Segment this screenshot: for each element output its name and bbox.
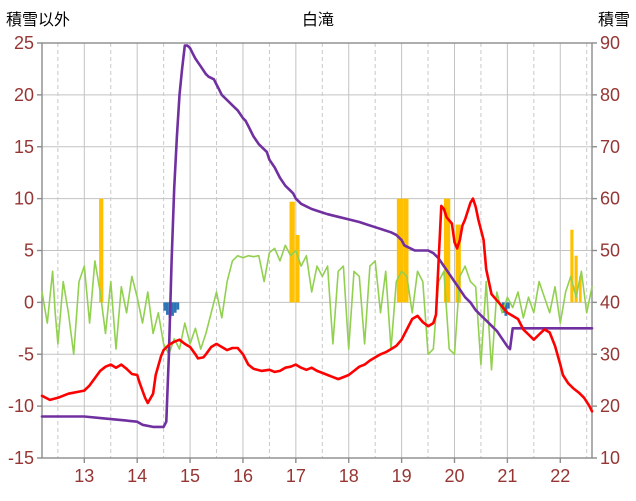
tick-label: 60 bbox=[600, 189, 620, 209]
orange-bars bbox=[396, 198, 404, 303]
orange-bars bbox=[579, 276, 582, 303]
blue-bars bbox=[163, 302, 167, 311]
orange-bars bbox=[443, 198, 451, 303]
orange-bars bbox=[295, 234, 300, 303]
tick-label: 15 bbox=[180, 466, 200, 486]
tick-label: 50 bbox=[600, 241, 620, 261]
purple-line bbox=[40, 44, 594, 429]
orange-bars bbox=[99, 198, 104, 303]
tick-label: -15 bbox=[8, 448, 34, 468]
tick-label: 20 bbox=[600, 396, 620, 416]
tick-label: 22 bbox=[550, 466, 570, 486]
tick-label: -10 bbox=[8, 396, 34, 416]
tick-label: 18 bbox=[339, 466, 359, 486]
tick-label: 20 bbox=[14, 85, 34, 105]
tick-label: 25 bbox=[14, 33, 34, 53]
blue-bars bbox=[173, 302, 177, 313]
orange-bars bbox=[289, 201, 295, 303]
left-axis-caption: 積雪以外 bbox=[6, 12, 71, 29]
orange-bars bbox=[570, 229, 574, 303]
tick-label: 19 bbox=[392, 466, 412, 486]
right-axis-caption: 積雪 bbox=[597, 12, 630, 29]
tick-label: 17 bbox=[286, 466, 306, 486]
tick-label: 30 bbox=[600, 344, 620, 364]
orange-bars bbox=[574, 255, 578, 303]
tick-label: 13 bbox=[74, 466, 94, 486]
tick-label: 14 bbox=[127, 466, 147, 486]
tick-label: 10 bbox=[14, 189, 34, 209]
tick-label: 10 bbox=[600, 448, 620, 468]
tick-label: 40 bbox=[600, 292, 620, 312]
tick-label: 21 bbox=[497, 466, 517, 486]
orange-bars bbox=[403, 198, 409, 303]
tick-label: 90 bbox=[600, 33, 620, 53]
tick-label: -5 bbox=[18, 344, 34, 364]
tick-label: 5 bbox=[24, 241, 34, 261]
tick-label: 15 bbox=[14, 137, 34, 157]
chart-title: 白滝 bbox=[301, 12, 334, 29]
tick-label: 20 bbox=[444, 466, 464, 486]
tick-label: 0 bbox=[24, 292, 34, 312]
blue-bars bbox=[507, 302, 510, 309]
blue-bars bbox=[171, 302, 174, 316]
tick-label: 80 bbox=[600, 85, 620, 105]
tick-label: 70 bbox=[600, 137, 620, 157]
blue-bars bbox=[166, 302, 169, 315]
blue-bars bbox=[176, 302, 180, 310]
orange-bars bbox=[455, 224, 461, 303]
tick-label: 16 bbox=[233, 466, 253, 486]
red-line bbox=[40, 197, 594, 413]
